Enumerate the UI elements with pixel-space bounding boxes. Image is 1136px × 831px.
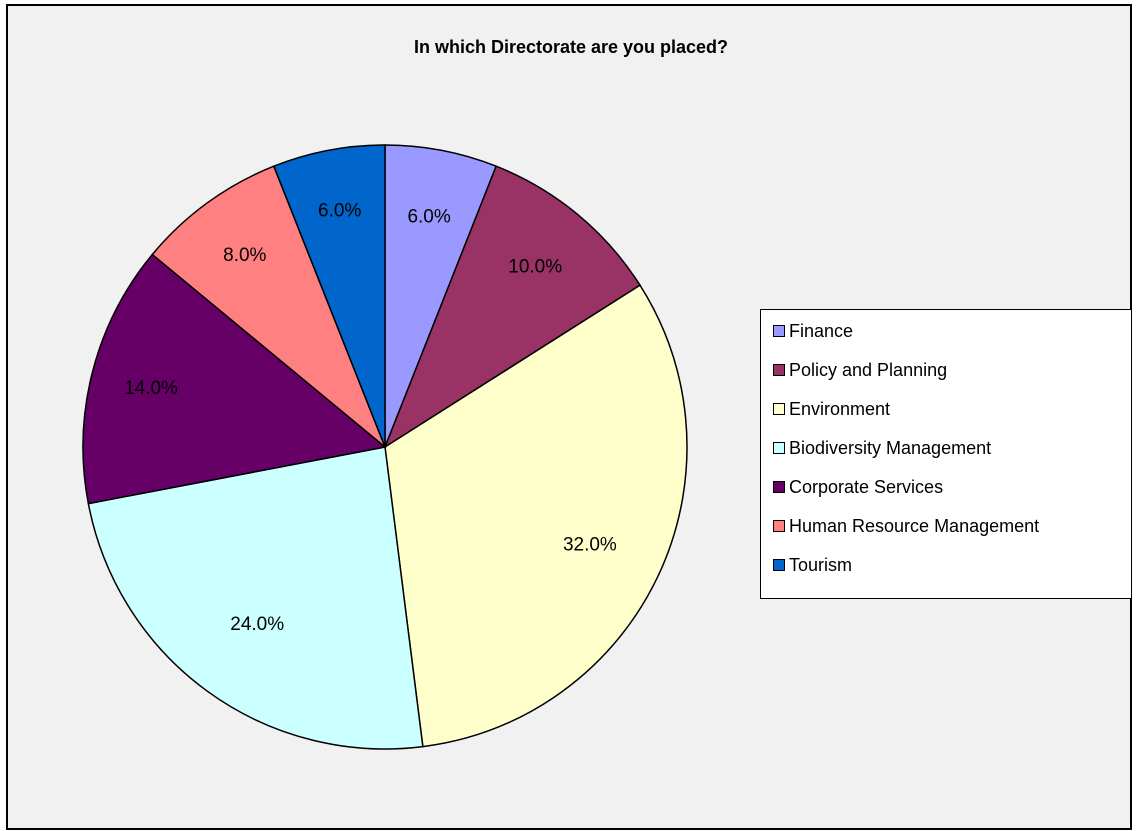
legend-item-corporate-services: Corporate Services	[773, 475, 943, 499]
chart-area: In which Directorate are you placed? 6.0…	[6, 4, 1132, 830]
legend-item-biodiversity-management: Biodiversity Management	[773, 436, 991, 460]
legend-swatch	[773, 325, 785, 337]
pie-slice-biodiversity-management	[87, 446, 424, 750]
legend-label: Policy and Planning	[789, 359, 948, 380]
pie-slice-corporate-services	[82, 253, 387, 505]
legend: Finance Policy and Planning Environment Bio…	[760, 309, 1132, 599]
legend-item-environment: Environment	[773, 397, 890, 421]
legend-swatch	[773, 559, 785, 571]
legend-item-policy-and-planning: Policy and Planning	[773, 358, 947, 382]
data-label-policy-and-planning: 10.0%	[508, 257, 562, 278]
legend-label: Biodiversity Management	[789, 437, 992, 458]
data-label-tourism: 6.0%	[318, 201, 361, 222]
pie-slice-policy-and-planning	[383, 165, 642, 449]
pie-slice-environment	[384, 284, 688, 748]
legend-item-finance: Finance	[773, 319, 853, 343]
data-label-environment: 32.0%	[563, 534, 617, 555]
legend-label: Tourism	[789, 554, 853, 575]
data-label-biodiversity-management: 24.0%	[230, 614, 284, 635]
data-label-finance: 6.0%	[407, 207, 450, 228]
chart-title: In which Directorate are you placed?	[413, 37, 729, 57]
legend-swatch	[773, 520, 785, 532]
legend-swatch	[773, 481, 785, 493]
data-label-human-resource-management: 8.0%	[223, 245, 266, 266]
legend-label: Human Resource Management	[789, 515, 1040, 536]
legend-swatch	[773, 442, 785, 454]
legend-label: Corporate Services	[789, 476, 944, 497]
legend-swatch	[773, 364, 785, 376]
legend-label: Environment	[789, 398, 891, 419]
legend-label: Finance	[789, 320, 854, 341]
legend-item-tourism: Tourism	[773, 553, 852, 577]
pie-chart: 6.0% 10.0% 32.0% 24.0% 14.0% 8.0% 6.0%	[82, 144, 688, 750]
data-label-corporate-services: 14.0%	[124, 378, 178, 399]
legend-item-human-resource-management: Human Resource Management	[773, 514, 1039, 538]
pie-slice-human-resource-management	[151, 165, 386, 448]
legend-swatch	[773, 403, 785, 415]
pie-slice-tourism	[272, 144, 386, 448]
